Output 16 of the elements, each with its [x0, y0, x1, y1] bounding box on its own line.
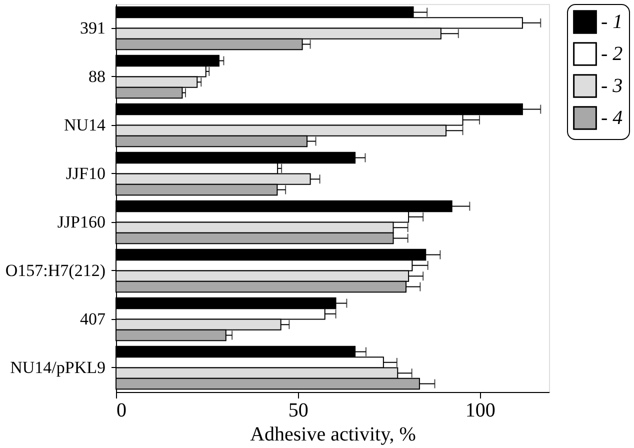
legend-label: - 4 — [601, 107, 623, 129]
x-tick-label: 0 — [116, 400, 126, 422]
legend-label: - 1 — [601, 11, 623, 33]
y-tick-label: JJF10 — [66, 164, 106, 183]
legend-label: - 3 — [601, 75, 623, 97]
y-tick-label: JJP160 — [57, 212, 106, 232]
legend-label: - 2 — [601, 43, 623, 65]
y-tick-label: NU14/pPKL9 — [10, 358, 106, 377]
x-axis-title: Adhesive activity, % — [250, 424, 416, 446]
x-tick-label: 100 — [465, 400, 496, 422]
y-tick-label: 407 — [80, 309, 106, 328]
y-tick-label: 88 — [88, 66, 106, 86]
y-tick-label: 391 — [80, 18, 106, 38]
y-tick-label: NU14 — [64, 115, 106, 134]
x-tick-label: 50 — [288, 400, 308, 422]
y-tick-label: O157:H7(212) — [5, 260, 106, 280]
